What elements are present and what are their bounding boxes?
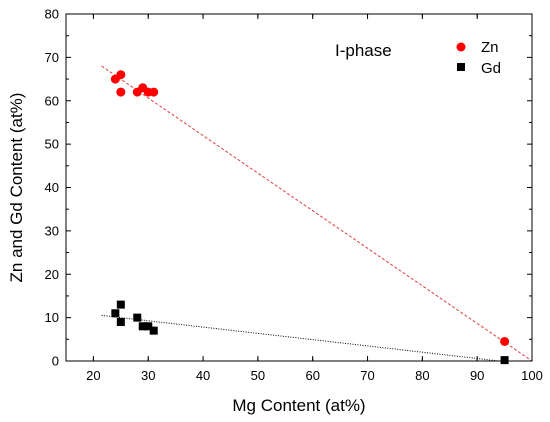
y-axis-title: Zn and Gd Content (at%) xyxy=(7,93,26,283)
y-tick-label: 60 xyxy=(45,93,59,108)
x-tick-label: 30 xyxy=(141,368,155,383)
y-tick-label: 70 xyxy=(45,50,59,65)
data-points xyxy=(110,70,510,365)
legend-zn-marker xyxy=(456,42,466,52)
y-tick-label: 0 xyxy=(52,354,59,369)
point-zn xyxy=(149,87,159,97)
y-tick-label: 80 xyxy=(45,7,59,22)
y-tick-label: 10 xyxy=(45,310,59,325)
x-tick-label: 50 xyxy=(251,368,265,383)
fit-lines xyxy=(101,65,533,362)
x-tick-label: 20 xyxy=(86,368,100,383)
y-tick-label: 40 xyxy=(45,180,59,195)
x-tick-label: 40 xyxy=(196,368,210,383)
point-zn xyxy=(116,87,126,97)
x-tick-label: 70 xyxy=(360,368,374,383)
point-gd xyxy=(133,313,142,322)
point-gd xyxy=(500,356,509,365)
x-tick-label: 100 xyxy=(521,368,543,383)
legend-gd-label: Gd xyxy=(481,60,501,77)
y-tick-label: 20 xyxy=(45,267,59,282)
y-axis-ticks: 0 10 20 30 40 50 60 70 80 xyxy=(45,7,532,369)
point-gd xyxy=(149,326,158,335)
point-gd xyxy=(144,322,153,331)
point-gd xyxy=(138,322,147,331)
x-tick-label: 90 xyxy=(470,368,484,383)
fit-line-gd xyxy=(101,314,500,362)
y-tick-label: 30 xyxy=(45,223,59,238)
point-gd xyxy=(111,309,120,318)
legend-zn-label: Zn xyxy=(481,39,499,56)
point-gd xyxy=(116,300,125,309)
x-axis-ticks: 20 30 40 50 60 70 80 90 100 xyxy=(86,14,543,383)
x-tick-label: 80 xyxy=(415,368,429,383)
legend: Zn Gd xyxy=(456,39,501,77)
y-tick-label: 50 xyxy=(45,137,59,152)
x-axis-title: Mg Content (at%) xyxy=(232,396,365,415)
fit-line-zn xyxy=(101,65,533,362)
legend-gd-marker xyxy=(457,63,465,71)
point-gd xyxy=(116,317,125,326)
chart-annotation: I-phase xyxy=(335,41,392,60)
point-zn xyxy=(116,70,126,80)
x-tick-label: 60 xyxy=(305,368,319,383)
point-zn xyxy=(500,336,510,346)
